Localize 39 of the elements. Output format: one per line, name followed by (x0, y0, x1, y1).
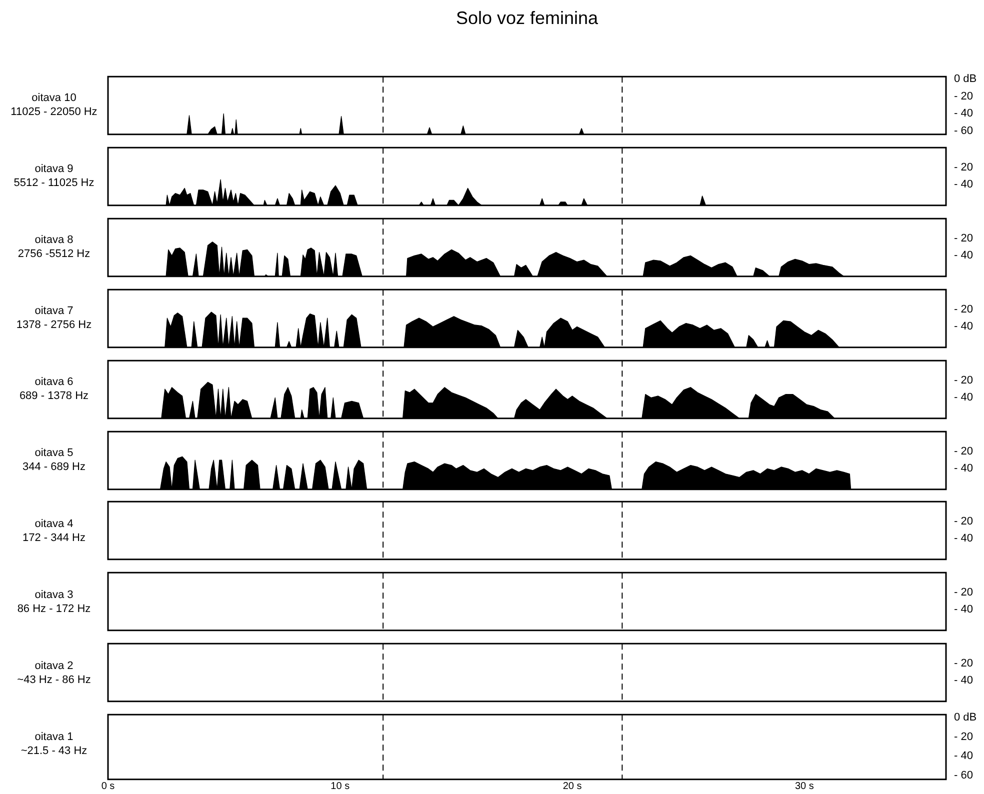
chart-title: Solo voz feminina (454, 8, 600, 29)
y-tick-label: - 20 (954, 161, 973, 174)
y-tick-label: - 40 (954, 178, 973, 191)
y-tick-label: - 40 (954, 604, 973, 616)
y-axis-title: oitava 9 5512 - 11025 Hz (12, 162, 96, 190)
y-tick-label: - 40 (954, 750, 973, 762)
y-axis-title: oitava 5 344 - 689 Hz (22, 446, 86, 474)
y-axis-title: oitava 8 2756 -5512 Hz (16, 233, 92, 262)
y-tick-label: - 20 (954, 444, 973, 457)
y-tick-label: - 20 (954, 232, 973, 244)
x-tick-label: 10 s (330, 781, 350, 792)
y-tick-label: 0 dB (954, 73, 977, 86)
y-tick-label: - 60 (954, 124, 973, 137)
y-axis-title: oitava 10 11025 - 22050 Hz (10, 91, 98, 120)
y-tick-label: - 20 (954, 516, 973, 528)
x-tick-label: 30 s (794, 781, 814, 792)
y-axis-title: oitava 4 172 - 344 Hz (22, 516, 86, 545)
y-tick-label: - 20 (954, 586, 973, 599)
x-tick-label: 0 s (101, 781, 115, 792)
y-tick-label: - 40 (954, 320, 973, 332)
y-tick-label: - 40 (954, 250, 973, 262)
x-tick-label: 20 s (562, 781, 582, 792)
y-tick-label: - 40 (954, 462, 973, 474)
y-tick-label: - 20 (954, 374, 973, 386)
y-tick-label: - 40 (954, 391, 973, 404)
y-tick-label: - 20 (954, 730, 973, 743)
y-axis-title: oitava 6 689 - 1378 Hz (18, 375, 90, 404)
y-axis-title: oitava 3 86 Hz - 172 Hz (16, 588, 92, 616)
y-axis-title: oitava 1 ~21.5 - 43 Hz (20, 730, 88, 758)
y-tick-label: - 40 (954, 108, 973, 120)
y-axis-title: oitava 7 1378 - 2756 Hz (15, 304, 93, 332)
y-axis-title: oitava 2 ~43 Hz - 86 Hz (16, 658, 92, 687)
y-tick-label: - 40 (954, 674, 973, 687)
y-tick-label: - 60 (954, 770, 973, 782)
y-tick-label: - 20 (954, 90, 973, 102)
y-tick-label: 0 dB (954, 712, 977, 724)
y-tick-label: - 20 (954, 658, 973, 670)
y-tick-label: - 40 (954, 533, 973, 546)
y-tick-label: - 20 (954, 303, 973, 316)
